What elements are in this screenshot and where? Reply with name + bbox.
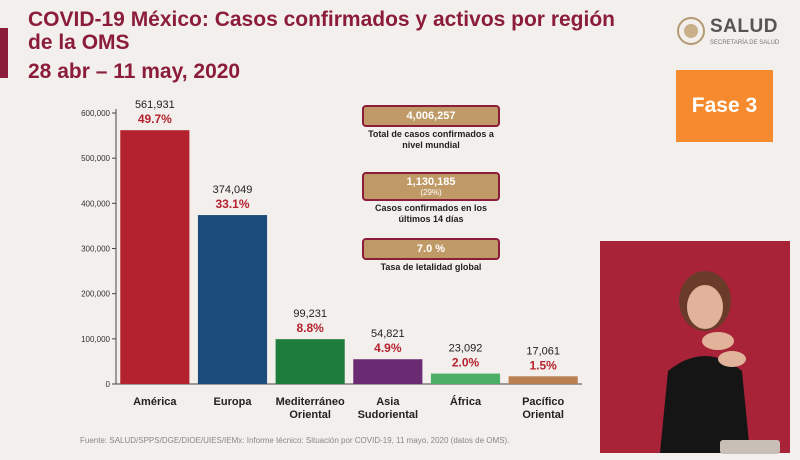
bar-2 <box>197 215 268 384</box>
category-label: Europa <box>214 396 253 408</box>
value-label: 374,049 <box>213 184 253 196</box>
bar-chart: 0 100,000 200,000 300,000 400,000 500,000 600,… <box>81 99 582 421</box>
interpreter-figure <box>660 271 750 453</box>
category-label: Mediterráneo <box>276 396 345 408</box>
info-box-value: 1,130,185 (29%) <box>362 172 500 201</box>
value-label: 17,061 <box>526 345 560 357</box>
y-tick-label: 300,000 <box>81 245 110 254</box>
value-label: 23,092 <box>449 343 483 355</box>
info-box-desc: Casos confirmados en los últimos 14 días <box>374 203 488 224</box>
bar-3 <box>275 339 345 384</box>
value-label: 561,931 <box>135 99 175 111</box>
info-box-lethality: 7.0 % Tasa de letalidad global <box>362 238 500 273</box>
broadcast-watermark <box>720 440 780 454</box>
y-tick-label: 400,000 <box>81 199 110 208</box>
value-label: 54,821 <box>371 328 405 340</box>
category-label: Oriental <box>522 409 564 421</box>
y-tick-label: 200,000 <box>81 290 110 299</box>
bar-6 <box>508 376 578 384</box>
logo-subtitle: SECRETARÍA DE SALUD <box>710 40 780 46</box>
value-label: 99,231 <box>293 308 327 320</box>
y-tick-label: 0 <box>106 380 111 389</box>
info-box-desc: Total de casos confirmados a nivel mundi… <box>368 129 494 150</box>
percent-label: 1.5% <box>529 358 557 372</box>
percent-label: 49.7% <box>138 112 172 126</box>
y-tick-label: 500,000 <box>81 154 110 163</box>
category-label: Sudoriental <box>358 409 419 421</box>
category-label: Pacífico <box>522 396 564 408</box>
sign-language-interpreter <box>600 241 790 453</box>
category-label: Asia <box>376 396 400 408</box>
date-range: 28 abr – 11 may, 2020 <box>28 60 241 83</box>
salud-logo: SALUD SECRETARÍA DE SALUD <box>676 12 796 52</box>
bar-1 <box>120 130 190 384</box>
info-box-desc: Tasa de letalidad global <box>380 262 482 272</box>
bar-5 <box>430 373 501 384</box>
accent-stripe <box>0 28 8 78</box>
bar-4 <box>353 359 423 384</box>
eagle-seal-icon <box>677 17 705 45</box>
y-tick-label: 100,000 <box>81 335 110 344</box>
page-title: COVID-19 México: Casos confirmados y act… <box>28 8 615 54</box>
info-box-value-note: (29%) <box>420 188 442 197</box>
info-box-value: 7.0 % <box>362 238 500 260</box>
logo-word: SALUD <box>710 16 778 37</box>
percent-label: 4.9% <box>374 341 402 355</box>
phase-badge: Fase 3 <box>676 70 773 142</box>
percent-label: 8.8% <box>296 321 324 335</box>
info-box-value: 4,006,257 <box>362 105 500 127</box>
category-label: África <box>450 395 482 408</box>
y-tick-label: 600,000 <box>81 109 110 118</box>
percent-label: 33.1% <box>215 197 249 211</box>
source-note: Fuente: SALUD/SPPS/DGE/DIOE/UIES/IEMx: I… <box>80 436 510 445</box>
info-box-14-days: 1,130,185 (29%) Casos confirmados en los… <box>362 172 500 225</box>
info-box-total: 4,006,257 Total de casos confirmados a n… <box>362 105 500 151</box>
category-label: Oriental <box>289 409 331 421</box>
percent-label: 2.0% <box>452 356 480 370</box>
info-box-value-main: 1,130,185 <box>406 176 456 188</box>
category-label: América <box>133 396 177 408</box>
